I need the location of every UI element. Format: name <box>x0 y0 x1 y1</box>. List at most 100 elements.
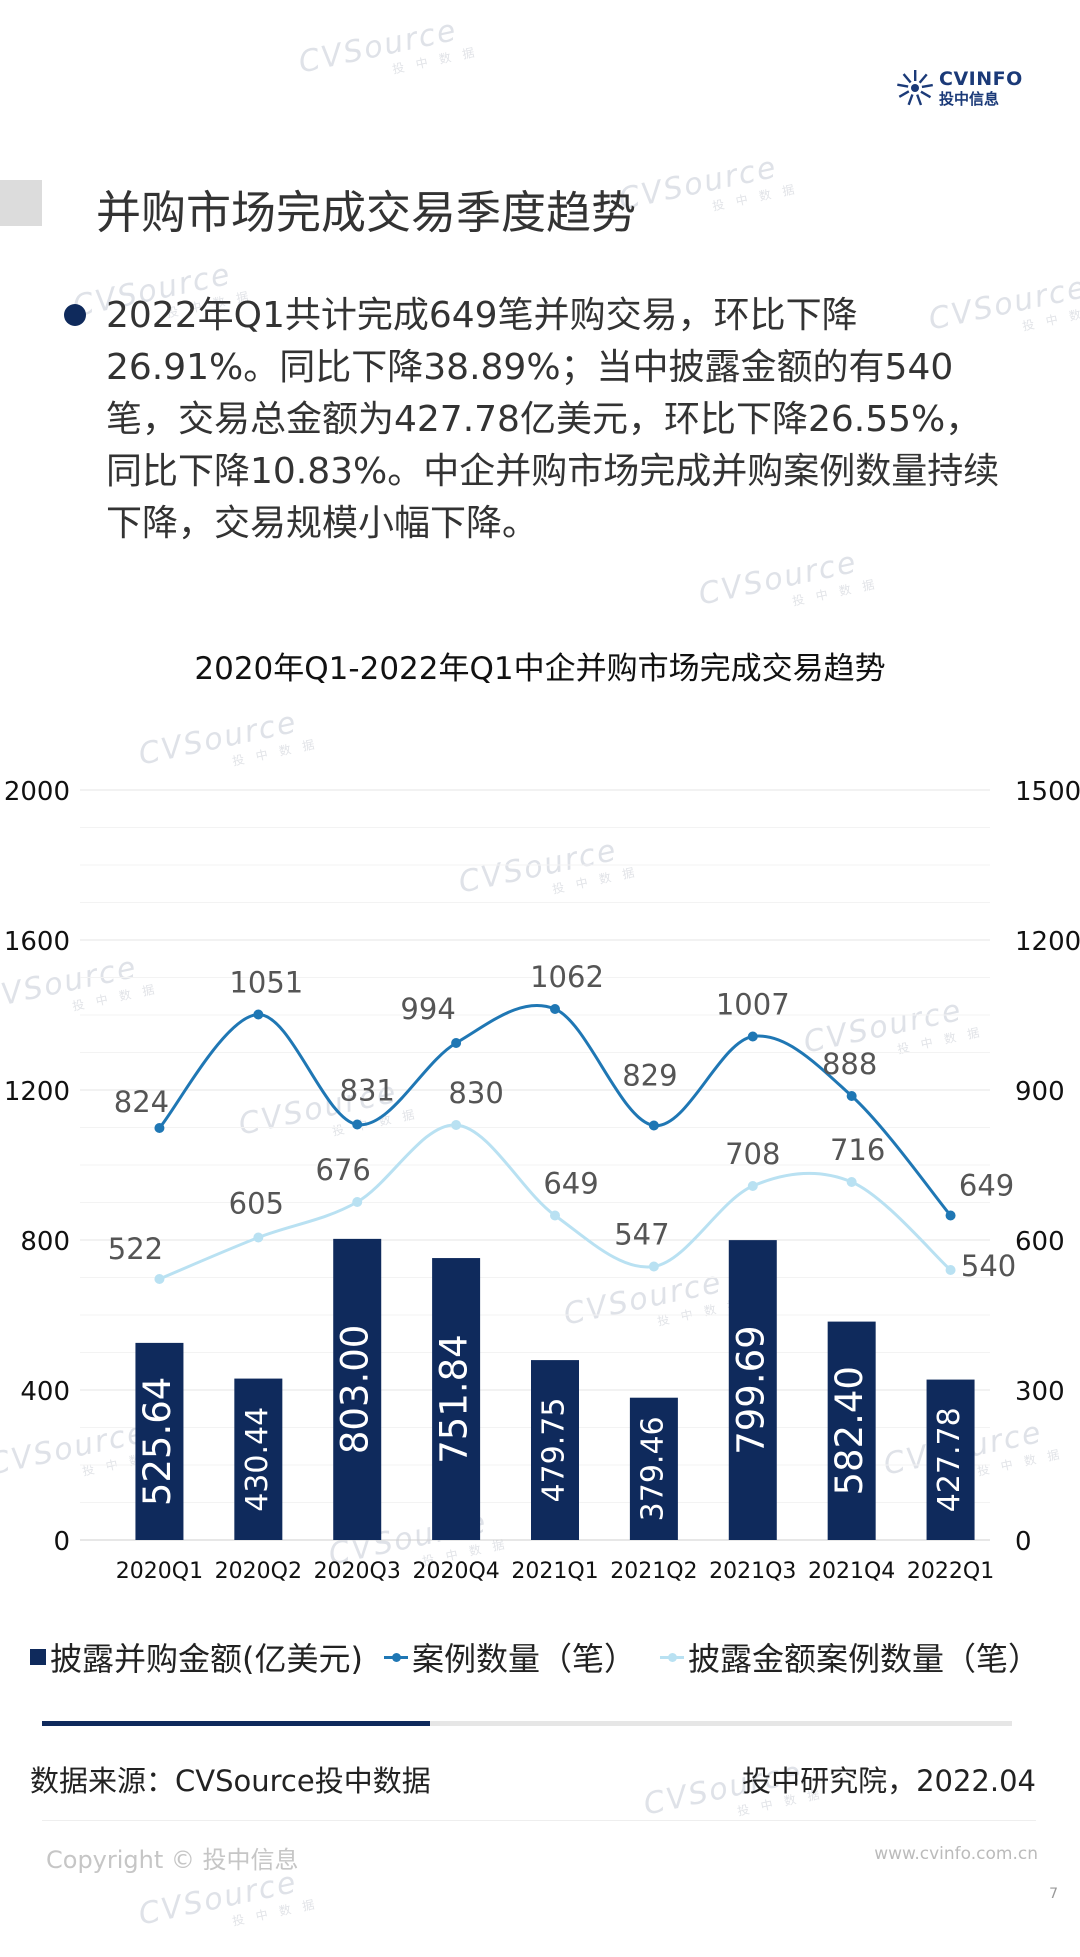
line-data-label: 716 <box>830 1133 885 1167</box>
line-data-label: 522 <box>108 1232 163 1266</box>
data-source: 数据来源：CVSource投中数据 <box>30 1764 431 1798</box>
right-axis-tick-label: 0 <box>1015 1527 1032 1557</box>
right-axis-tick-label: 300 <box>1015 1377 1065 1407</box>
legend-bar-swatch <box>30 1649 46 1665</box>
bar-data-label: 582.40 <box>828 1366 871 1495</box>
legend-item-disclosed-cases: 披露金额案例数量（笔） <box>660 1632 1040 1682</box>
bar <box>926 1379 975 1540</box>
legend-item-amount: 披露并购金额(亿美元) <box>30 1632 363 1682</box>
page-progress-bar <box>42 1721 1012 1726</box>
legend-line-marker <box>660 1652 684 1662</box>
line-data-label: 708 <box>725 1137 780 1171</box>
left-axis-tick-label: 2000 <box>4 777 70 807</box>
disclosed-cases-point <box>154 1274 165 1284</box>
x-axis-tick-label: 2021Q4 <box>808 1559 895 1584</box>
bar <box>135 1342 184 1540</box>
cases-point <box>648 1120 659 1131</box>
x-axis-tick-label: 2022Q1 <box>907 1559 994 1584</box>
line-data-label: 649 <box>543 1167 598 1201</box>
logo-name-en: CVINFO <box>939 68 1023 90</box>
disclosed-cases-point <box>550 1210 560 1221</box>
right-axis-tick-label: 900 <box>1015 1077 1065 1107</box>
disclosed-cases-point <box>648 1261 659 1272</box>
cases-point <box>352 1119 363 1130</box>
cvinfo-logo: CVINFO 投中信息 <box>895 66 1022 110</box>
line-data-label: 1062 <box>530 960 604 994</box>
line-data-label: 831 <box>340 1074 395 1108</box>
x-axis-tick-label: 2021Q3 <box>709 1559 796 1584</box>
x-axis-tick-label: 2021Q2 <box>610 1559 697 1584</box>
cases-point <box>550 1004 560 1014</box>
disclosed-cases-point <box>747 1181 758 1191</box>
legend-item-cases: 案例数量（笔） <box>384 1632 636 1682</box>
line-data-label: 1051 <box>229 966 303 1000</box>
disclosed-cases-point <box>352 1197 363 1207</box>
bar <box>432 1258 481 1540</box>
bar <box>827 1321 876 1540</box>
bar-data-label: 430.44 <box>240 1407 275 1512</box>
x-axis-tick-label: 2020Q1 <box>116 1559 203 1584</box>
cases-point <box>747 1031 758 1042</box>
left-axis-tick-label: 400 <box>20 1377 70 1407</box>
line-data-label: 824 <box>114 1085 169 1119</box>
bar-data-label: 799.69 <box>729 1325 772 1454</box>
left-axis-tick-label: 0 <box>53 1527 70 1557</box>
bar <box>531 1360 579 1540</box>
left-axis-tick-label: 1200 <box>4 1077 70 1107</box>
footer-divider <box>42 1820 1036 1821</box>
x-axis-tick-label: 2020Q4 <box>412 1559 499 1584</box>
website-link[interactable]: www.cvinfo.com.cn <box>874 1844 1038 1864</box>
left-axis-tick-label: 800 <box>20 1227 70 1257</box>
x-axis-tick-label: 2020Q2 <box>215 1559 302 1584</box>
line-data-label: 830 <box>448 1076 503 1110</box>
cases-point <box>253 1009 264 1020</box>
line-data-label: 649 <box>959 1169 1014 1203</box>
right-axis-tick-label: 1500 <box>1015 777 1080 807</box>
legend-label: 披露金额案例数量（笔） <box>688 1640 1041 1678</box>
right-axis-tick-label: 600 <box>1015 1227 1065 1257</box>
legend-label: 案例数量（笔） <box>412 1640 637 1678</box>
bar <box>333 1238 382 1540</box>
x-axis-tick-label: 2021Q1 <box>511 1559 598 1584</box>
legend-label: 披露并购金额(亿美元) <box>50 1640 363 1678</box>
title-accent-block <box>0 180 42 226</box>
bar <box>629 1397 678 1540</box>
cases-point <box>451 1038 462 1048</box>
chart-legend: 披露并购金额(亿美元) 案例数量（笔） 披露金额案例数量（笔） <box>30 1632 1060 1682</box>
bar-data-label: 379.46 <box>635 1416 670 1521</box>
left-axis-tick-label: 1600 <box>4 927 70 957</box>
progress-fill <box>42 1721 430 1726</box>
legend-line-marker <box>384 1652 408 1662</box>
bar-data-label: 525.64 <box>136 1377 179 1506</box>
x-axis-tick-label: 2020Q3 <box>314 1559 401 1584</box>
line-data-label: 605 <box>229 1187 284 1221</box>
chart-title: 2020年Q1-2022年Q1中企并购市场完成交易趋势 <box>194 651 886 687</box>
burst-logo-icon <box>897 70 933 106</box>
cases-point <box>846 1091 857 1101</box>
line-data-label: 888 <box>822 1047 877 1081</box>
bar-data-label: 479.75 <box>537 1398 572 1503</box>
right-axis-tick-label: 1200 <box>1015 927 1080 957</box>
disclosed-cases-point <box>451 1120 462 1130</box>
disclosed-cases-point <box>846 1177 857 1187</box>
line-data-label: 829 <box>622 1059 677 1093</box>
bar <box>234 1378 283 1540</box>
logo-name-cn: 投中信息 <box>939 90 1000 108</box>
disclosed-cases-point <box>253 1232 264 1243</box>
cases-point <box>154 1123 165 1133</box>
bullet-icon <box>64 304 86 326</box>
line-data-label: 540 <box>961 1249 1016 1283</box>
bar-data-label: 803.00 <box>334 1325 377 1454</box>
line-data-label: 994 <box>400 992 455 1026</box>
summary-text: 2022年Q1共计完成649笔并购交易，环比下降26.91%。同比下降38.89… <box>106 295 1000 544</box>
page-number: 7 <box>1049 1886 1058 1902</box>
page-title: 并购市场完成交易季度趋势 <box>96 186 637 239</box>
copyright: Copyright © 投中信息 <box>46 1846 299 1874</box>
line-data-label: 1007 <box>716 988 790 1022</box>
bar-data-label: 427.78 <box>932 1407 967 1512</box>
line-data-label: 547 <box>614 1218 669 1252</box>
